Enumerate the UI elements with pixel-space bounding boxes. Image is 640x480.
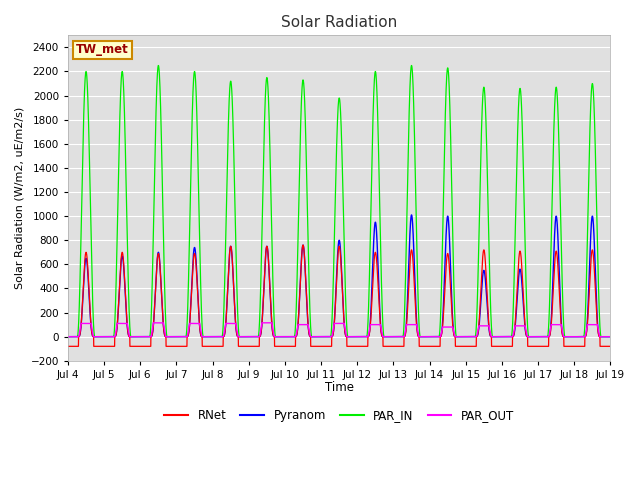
Pyranom: [486, 333, 494, 339]
PAR_IN: [410, 124, 418, 130]
PAR_OUT: [92, 334, 100, 339]
X-axis label: Time: Time: [324, 381, 354, 394]
PAR_IN: [486, 299, 494, 304]
PAR_IN: [154, 62, 162, 68]
PAR_IN: [64, 334, 72, 339]
PAR_OUT: [508, 334, 515, 339]
RNet: [486, 333, 494, 339]
Pyranom: [607, 334, 614, 339]
PAR_IN: [92, 334, 100, 339]
Legend: RNet, Pyranom, PAR_IN, PAR_OUT: RNet, Pyranom, PAR_IN, PAR_OUT: [159, 404, 518, 427]
RNet: [410, 282, 418, 288]
Text: TW_met: TW_met: [76, 44, 129, 57]
Line: RNet: RNet: [68, 245, 611, 347]
PAR_IN: [607, 334, 614, 339]
RNet: [472, 344, 479, 349]
RNet: [64, 344, 72, 349]
Pyranom: [472, 334, 479, 339]
PAR_IN: [472, 332, 479, 337]
PAR_OUT: [410, 322, 418, 327]
PAR_OUT: [150, 320, 157, 326]
PAR_OUT: [64, 334, 72, 339]
RNet: [500, 344, 508, 349]
Line: Pyranom: Pyranom: [68, 215, 611, 336]
PAR_OUT: [500, 334, 508, 339]
PAR_IN: [500, 334, 508, 339]
PAR_OUT: [607, 334, 614, 339]
RNet: [300, 242, 307, 248]
Line: PAR_OUT: PAR_OUT: [68, 323, 611, 336]
Line: PAR_IN: PAR_IN: [68, 65, 611, 336]
Pyranom: [500, 334, 508, 339]
Pyranom: [408, 212, 415, 218]
Pyranom: [92, 334, 100, 339]
RNet: [607, 344, 614, 349]
PAR_OUT: [472, 334, 479, 339]
Pyranom: [64, 334, 72, 339]
PAR_OUT: [486, 330, 494, 336]
Y-axis label: Solar Radiation (W/m2, uE/m2/s): Solar Radiation (W/m2, uE/m2/s): [15, 107, 25, 289]
Title: Solar Radiation: Solar Radiation: [281, 15, 397, 30]
RNet: [508, 344, 515, 349]
RNet: [92, 344, 100, 349]
Pyranom: [508, 334, 515, 339]
Pyranom: [410, 261, 418, 267]
PAR_IN: [508, 334, 515, 339]
